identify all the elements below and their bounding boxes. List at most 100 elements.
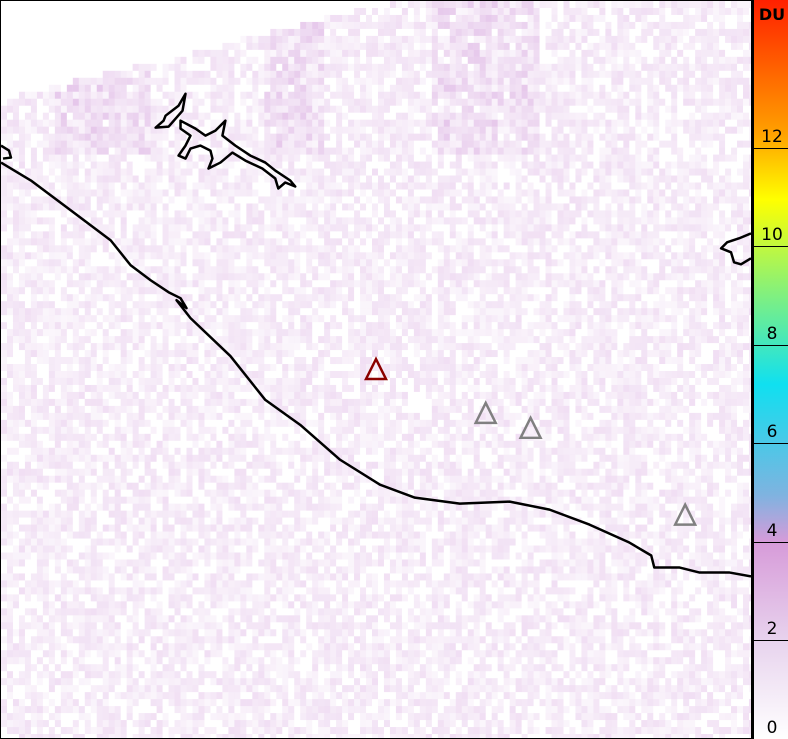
so2-pixel [36, 175, 43, 183]
so2-pixel [725, 384, 732, 392]
so2-pixel [497, 49, 504, 57]
so2-pixel [395, 161, 402, 169]
so2-pixel [743, 329, 749, 337]
so2-pixel [647, 196, 654, 204]
so2-pixel [748, 210, 751, 218]
so2-pixel [389, 280, 396, 288]
so2-pixel [485, 252, 492, 260]
so2-pixel [102, 384, 109, 392]
so2-pixel [30, 329, 37, 337]
so2-pixel [467, 231, 474, 239]
so2-pixel [719, 224, 726, 232]
so2-pixel [354, 126, 361, 134]
so2-pixel [623, 28, 630, 36]
so2-pixel [521, 35, 528, 43]
so2-pixel [324, 49, 331, 57]
so2-pixel [635, 161, 642, 169]
so2-pixel [12, 119, 19, 127]
so2-pixel [36, 266, 43, 274]
so2-pixel [7, 280, 13, 288]
so2-pixel [641, 21, 648, 29]
so2-pixel [204, 384, 211, 392]
so2-pixel [240, 189, 247, 197]
so2-pixel [437, 21, 444, 29]
so2-pixel [659, 49, 666, 57]
so2-pixel [204, 210, 211, 218]
so2-pixel [485, 112, 492, 120]
so2-pixel [575, 7, 582, 15]
so2-pixel [306, 252, 313, 260]
so2-pixel [156, 377, 163, 385]
so2-pixel [282, 126, 289, 134]
so2-pixel [156, 217, 163, 225]
so2-pixel [515, 336, 522, 344]
so2-pixel [695, 98, 702, 106]
so2-pixel [306, 77, 313, 85]
so2-pixel [294, 77, 301, 85]
so2-pixel [48, 182, 55, 190]
so2-pixel [497, 217, 504, 225]
so2-pixel [611, 287, 618, 295]
so2-pixel [234, 224, 241, 232]
so2-pixel [258, 273, 265, 281]
so2-pixel [258, 196, 265, 204]
so2-pixel [204, 315, 211, 323]
so2-pixel [18, 154, 25, 162]
so2-pixel [204, 238, 211, 246]
so2-pixel [156, 112, 163, 120]
so2-pixel [503, 245, 510, 253]
so2-pixel [60, 357, 67, 365]
so2-pixel [324, 350, 331, 358]
so2-pixel [288, 273, 295, 281]
so2-pixel [497, 315, 504, 323]
so2-pixel [407, 308, 414, 316]
so2-pixel [377, 182, 384, 190]
so2-pixel [521, 364, 528, 371]
so2-pixel [192, 210, 199, 218]
so2-pixel [96, 370, 103, 378]
so2-pixel [539, 377, 546, 385]
so2-pixel [731, 336, 738, 344]
so2-pixel [485, 308, 492, 316]
so2-pixel [479, 301, 486, 309]
so2-pixel [210, 49, 217, 57]
so2-pixel [132, 391, 139, 399]
so2-pixel [72, 119, 79, 127]
so2-pixel [473, 280, 480, 288]
so2-pixel [144, 224, 151, 232]
so2-pixel [641, 14, 648, 22]
so2-pixel [1, 252, 8, 260]
so2-pixel [479, 77, 486, 85]
so2-pixel [677, 224, 684, 232]
so2-pixel [395, 322, 402, 330]
so2-pixel [677, 203, 684, 211]
so2-pixel [737, 315, 744, 323]
so2-pixel [743, 245, 749, 253]
so2-pixel [144, 182, 151, 190]
so2-pixel [312, 28, 319, 36]
so2-pixel [407, 301, 414, 309]
so2-pixel [671, 28, 678, 36]
so2-pixel [701, 280, 708, 288]
so2-pixel [683, 91, 690, 99]
so2-pixel [557, 91, 564, 99]
so2-pixel [342, 231, 349, 239]
so2-pixel [581, 91, 588, 99]
so2-pixel [108, 140, 115, 148]
so2-pixel [533, 98, 540, 106]
so2-pixel [24, 329, 31, 337]
so2-pixel [557, 210, 564, 218]
so2-pixel [503, 301, 510, 309]
so2-pixel [713, 245, 720, 253]
so2-pixel [372, 301, 378, 309]
so2-pixel [222, 217, 229, 225]
so2-pixel [515, 98, 522, 106]
so2-pixel [126, 294, 133, 302]
so2-pixel [132, 343, 139, 351]
so2-pixel [60, 370, 67, 378]
so2-pixel [551, 49, 558, 57]
so2-pixel [695, 126, 702, 134]
so2-pixel [521, 133, 528, 141]
so2-pixel [665, 1, 672, 8]
so2-pixel [306, 21, 313, 29]
